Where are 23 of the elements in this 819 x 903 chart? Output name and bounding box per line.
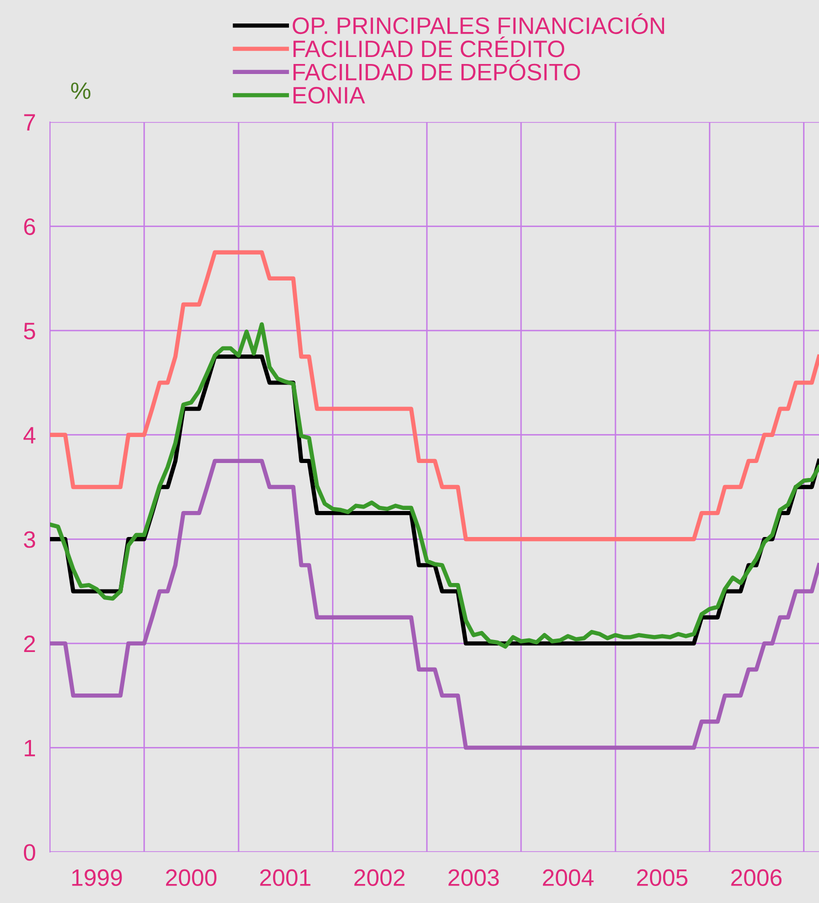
- x-tick-label: 2004: [542, 869, 594, 886]
- legend-label: OP. PRINCIPALES FINANCIACIÓN: [292, 13, 664, 34]
- x-tick-label: 2003: [448, 869, 499, 886]
- line-series: [50, 458, 819, 750]
- y-tick-label: 6: [24, 218, 36, 236]
- y-tick-label: 0: [24, 844, 36, 861]
- line-series: [50, 250, 819, 542]
- y-tick-label: 3: [24, 531, 36, 548]
- legend-label: EONIA: [294, 86, 366, 104]
- legend-label: FACILIDAD DE CRÉDITO: [294, 36, 564, 58]
- y-tick-label: 7: [24, 114, 35, 131]
- x-tick-label: 1999: [72, 869, 122, 886]
- x-tick-label: 2002: [354, 869, 405, 886]
- y-tick-label: 2: [24, 635, 35, 652]
- x-tick-label: 2000: [166, 869, 216, 886]
- legend-label: FACILIDAD DE DEPÓSITO: [294, 60, 580, 80]
- y-axis-title: %: [71, 82, 90, 99]
- x-tick-label: 2001: [260, 869, 310, 886]
- y-tick-label: 4: [24, 427, 36, 444]
- y-tick-label: 1: [24, 740, 35, 756]
- x-tick-label: 2006: [731, 869, 782, 886]
- y-tick-label: 5: [24, 322, 36, 340]
- x-tick-label: 2005: [637, 869, 688, 886]
